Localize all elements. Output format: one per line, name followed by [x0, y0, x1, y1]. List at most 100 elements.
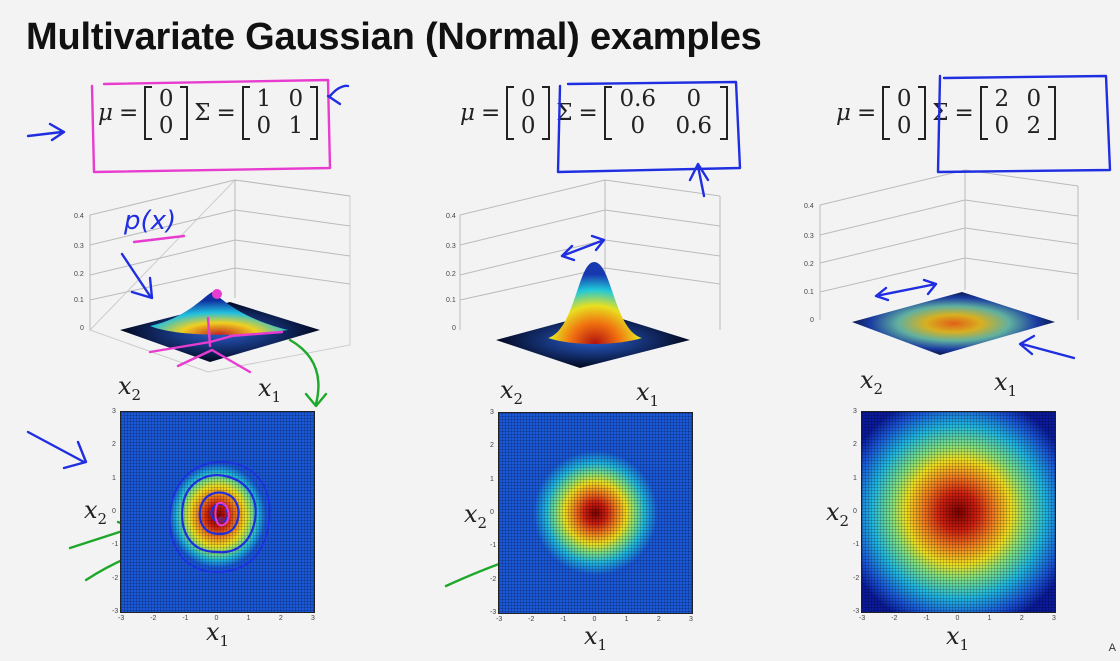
surface-plot-3 — [819, 169, 1079, 320]
z-tick: 0.1 — [804, 289, 814, 296]
axis-label-x2-surface-3: x2 — [860, 366, 883, 398]
axis-label-x1-surface-3: x1 — [994, 368, 1017, 400]
heatmap-y-tick: -1 — [853, 541, 860, 549]
z-tick: 0.3 — [446, 243, 456, 250]
heatmap-y-tick: 1 — [853, 474, 857, 482]
z-tick: 0.4 — [804, 203, 814, 210]
axis-var: x — [636, 378, 650, 406]
corner-mark: A — [1108, 642, 1116, 654]
annotation-magenta-lines — [148, 316, 284, 374]
axis-label-x2-contour-2: x2 — [464, 500, 487, 532]
mu-symbol: μ — [98, 100, 113, 126]
axis-var: x — [118, 372, 132, 400]
axis-var: x — [826, 498, 840, 526]
axis-sub: 2 — [873, 379, 884, 398]
annotation-blue-box-2 — [556, 80, 742, 174]
annotation-px-label: p(x) — [124, 206, 177, 236]
contour-plot-1 — [121, 412, 314, 612]
equals-sign: = — [118, 100, 139, 126]
axis-var: x — [206, 618, 220, 646]
heatmap-y-tick: 1 — [490, 475, 494, 483]
heatmap-y-tick: -3 — [112, 608, 119, 615]
annotation-blue-double-arrow-2 — [560, 234, 606, 262]
heatmap-y-tick: 3 — [112, 408, 116, 415]
axis-sub: 1 — [649, 391, 660, 410]
sigma-entry: 2 — [994, 86, 1010, 112]
mu-entry: 0 — [158, 86, 174, 112]
annotation-magenta-box — [90, 78, 332, 174]
heatmap-x-tick: -1 — [923, 615, 930, 622]
contour-ring — [181, 474, 257, 554]
sigma-matrix: 2 0 0 2 — [979, 86, 1056, 140]
annotation-blue-arrow-5 — [1018, 334, 1076, 360]
axis-sub: 2 — [839, 511, 850, 530]
sigma-symbol: Σ — [194, 100, 211, 126]
axis-sub: 1 — [219, 631, 230, 650]
formula-example-1: μ = 0 0 Σ = 1 0 0 1 — [98, 86, 318, 140]
axis-label-x1-contour-1: x1 — [206, 618, 229, 650]
z-tick: 0 — [452, 325, 456, 332]
sigma-entry: 0 — [686, 86, 702, 112]
heatmap-x-tick: -3 — [859, 615, 866, 622]
heatmap-grid — [499, 413, 692, 613]
axis-var: x — [500, 376, 514, 404]
axis-label-x1-surface-2: x1 — [636, 378, 659, 410]
sigma-entry: 2 — [1026, 113, 1042, 139]
contour-magenta — [214, 501, 230, 527]
heatmap-x-tick: 2 — [278, 615, 283, 622]
heatmap-y-tick: -3 — [853, 608, 860, 615]
sigma-entry: 0 — [1026, 86, 1042, 112]
formula-example-2: μ = 0 0 Σ = 0.6 0 0 0.6 — [460, 86, 728, 140]
sigma-entry: 0.6 — [675, 113, 713, 139]
mu-entry: 0 — [520, 113, 536, 139]
z-tick: 0.3 — [74, 243, 84, 250]
sigma-matrix: 1 0 0 1 — [241, 86, 318, 140]
heatmap-x-tick: 2 — [656, 616, 661, 623]
z-tick: 0.1 — [446, 297, 456, 304]
heatmap-x-tick: -2 — [150, 615, 157, 622]
sigma-entry: 1 — [288, 113, 304, 139]
axis-label-x2-surface-1: x2 — [118, 372, 141, 404]
axis-sub: 1 — [271, 387, 282, 406]
heatmap-grid — [121, 412, 314, 612]
z-tick: 0.4 — [74, 213, 84, 220]
mu-entry: 0 — [896, 113, 912, 139]
heatmap-y-tick: -2 — [853, 574, 860, 582]
annotation-magenta-underline — [132, 234, 186, 244]
heatmap-y-tick: 0 — [490, 509, 494, 516]
contour-ring — [198, 491, 240, 536]
z-tick: 0.2 — [74, 271, 84, 278]
contour-center-dot — [217, 516, 225, 524]
axis-sub: 2 — [513, 389, 524, 408]
heatmap-y-tick: -3 — [490, 609, 497, 616]
axis-label-x1-surface-1: x1 — [258, 374, 281, 406]
z-tick: 0 — [80, 325, 84, 332]
axis-label-x2-contour-3: x2 — [826, 498, 849, 530]
axis-var: x — [994, 368, 1008, 396]
mu-vector: 0 0 — [144, 86, 189, 140]
axis-var: x — [860, 366, 874, 394]
axis-var: x — [258, 374, 272, 402]
heatmap-y-tick: 2 — [853, 441, 857, 449]
heatmap-y-tick: 3 — [853, 408, 857, 415]
z-tick: 0.4 — [446, 213, 456, 220]
slide-title: Multivariate Gaussian (Normal) examples — [26, 16, 762, 58]
sigma-entry: 0 — [994, 113, 1010, 139]
axis-var: x — [946, 622, 960, 650]
sigma-matrix: 0.6 0 0 0.6 — [603, 86, 728, 140]
heatmap-y-tick: 0 — [112, 508, 116, 515]
contour-plot-2 — [499, 413, 692, 613]
heatmap-y-tick: 3 — [490, 409, 494, 416]
surface-base-3 — [852, 292, 1055, 355]
mu-entry: 0 — [520, 86, 536, 112]
heatmap-x-tick: -3 — [118, 615, 125, 622]
axis-label-x1-contour-3: x1 — [946, 622, 969, 654]
z-tick: 0.2 — [804, 261, 814, 268]
contour-plot-3 — [862, 412, 1055, 612]
surface-plot-1 — [89, 179, 351, 373]
heatmap-y-tick: -2 — [490, 575, 497, 583]
axis-label-x2-contour-1: x2 — [84, 496, 107, 528]
formula-example-3: μ = 0 0 Σ = 2 0 0 2 — [836, 86, 1056, 140]
heatmap-x-tick: -1 — [560, 616, 567, 623]
axis-sub: 2 — [97, 509, 108, 528]
